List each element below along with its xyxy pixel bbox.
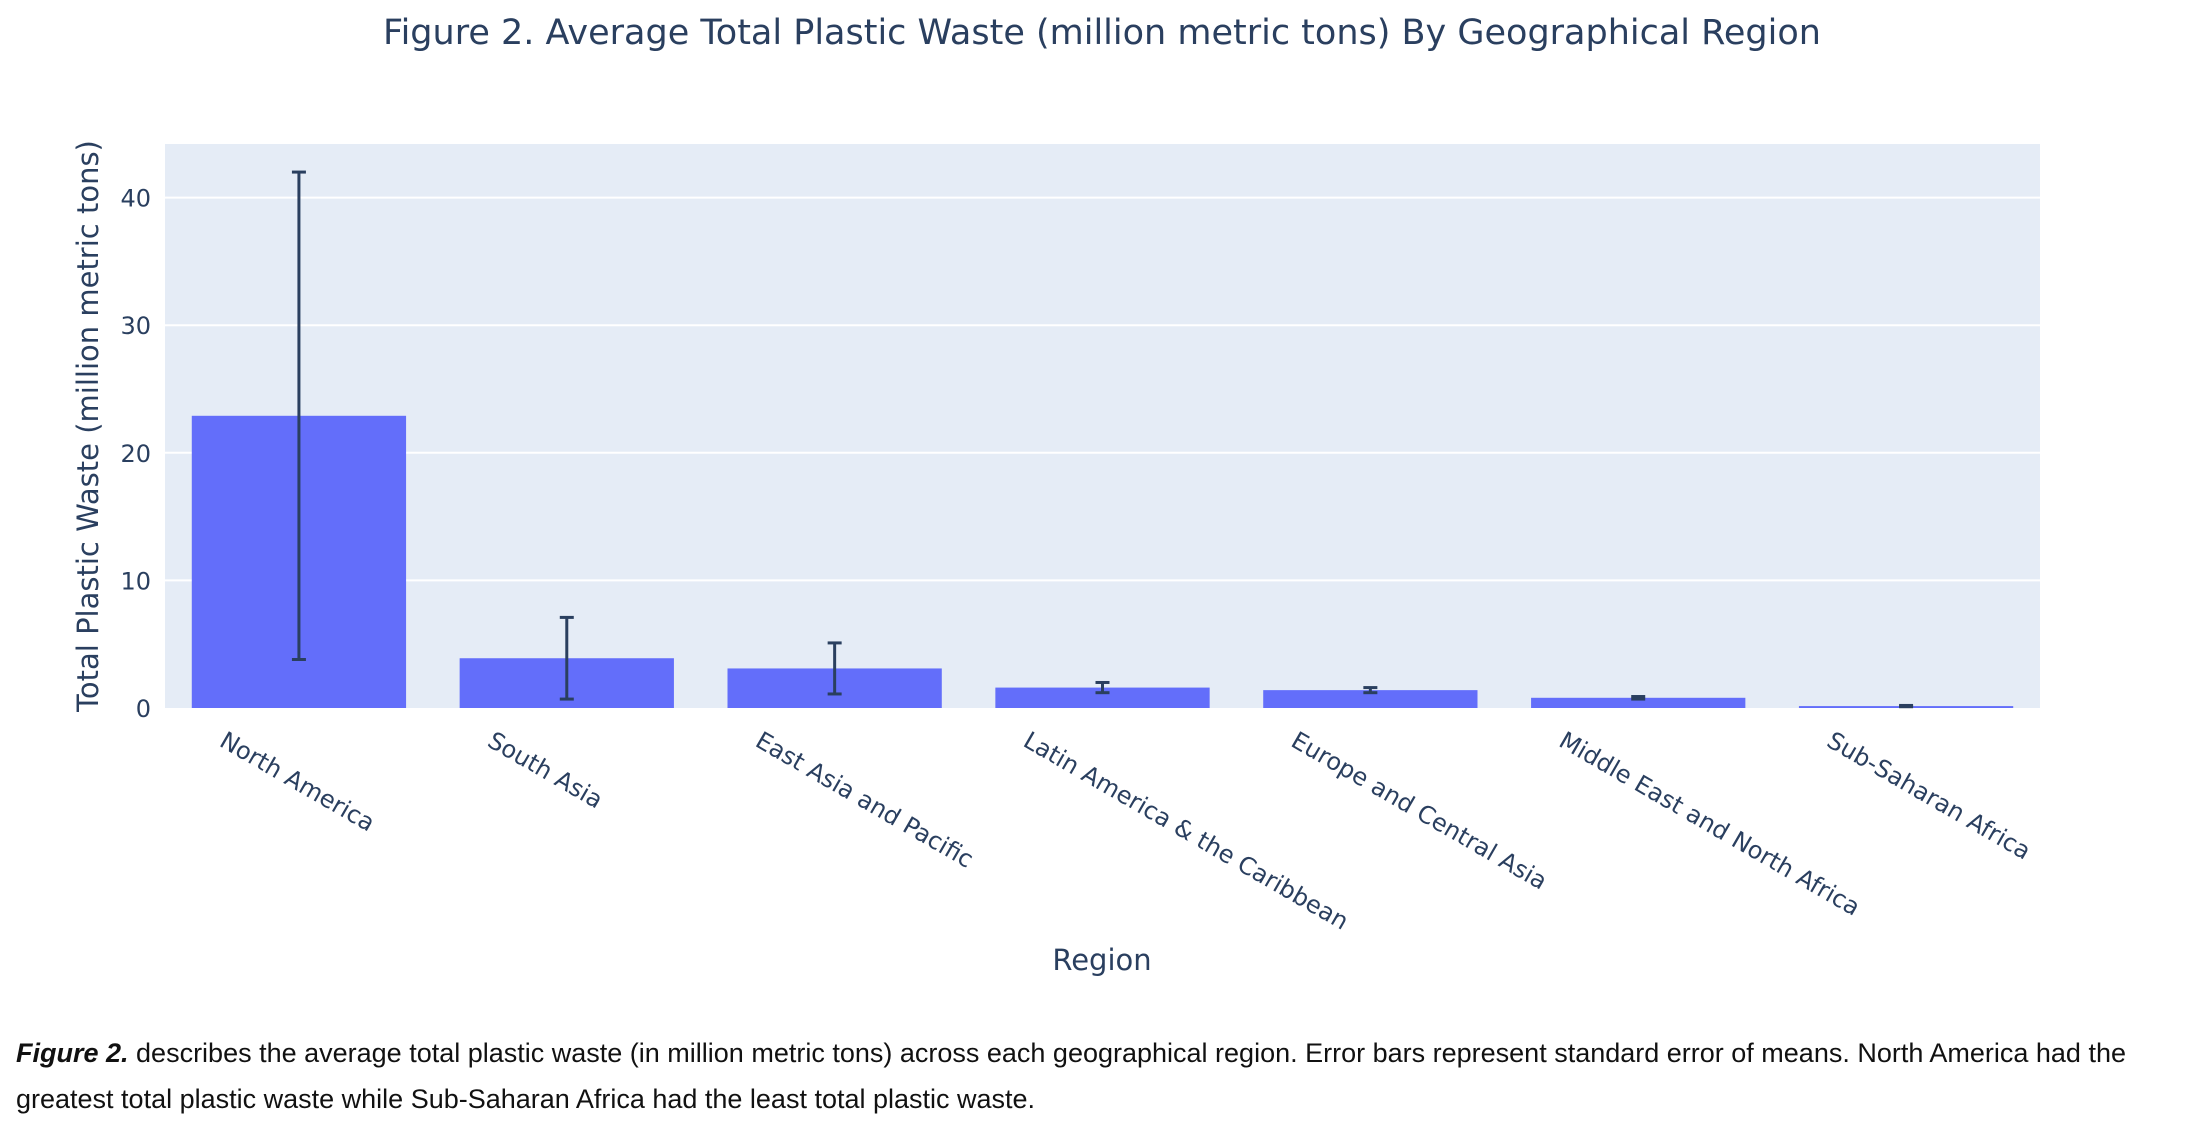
y-tick-label: 10 bbox=[120, 567, 151, 595]
error-bar bbox=[1095, 680, 1110, 695]
x-tick-labels: North America South Asia East Asia and Pac… bbox=[215, 726, 2035, 935]
x-tick-label: South Asia bbox=[483, 726, 608, 814]
y-tick-labels: 0 10 20 30 40 bbox=[120, 185, 151, 723]
error-bar bbox=[827, 641, 842, 696]
plot-background bbox=[165, 144, 2040, 708]
caption-lead: Figure 2. bbox=[16, 1038, 129, 1068]
bar bbox=[995, 687, 1210, 708]
x-axis-title: Region bbox=[1052, 943, 1151, 977]
y-tick-label: 40 bbox=[120, 185, 151, 213]
gridlines bbox=[165, 196, 2040, 582]
error-bars bbox=[291, 170, 1914, 709]
x-tick-label: Sub-Saharan Africa bbox=[1822, 726, 2035, 865]
x-tick-label: Europe and Central Asia bbox=[1287, 726, 1552, 895]
bar-chart: Figure 2. Average Total Plastic Waste (m… bbox=[71, 13, 2040, 977]
y-tick-label: 30 bbox=[120, 312, 151, 340]
error-bar bbox=[1363, 686, 1378, 695]
x-tick-label: East Asia and Pacific bbox=[751, 726, 978, 873]
error-bar bbox=[1899, 703, 1914, 709]
y-tick-label: 20 bbox=[120, 440, 151, 468]
y-axis-title: Total Plastic Waste (million metric tons… bbox=[71, 140, 105, 713]
x-tick-label: North America bbox=[215, 726, 379, 837]
figure-caption: Figure 2. describes the average total pl… bbox=[16, 1030, 2186, 1122]
y-tick-label: 0 bbox=[136, 695, 151, 723]
bar bbox=[1263, 690, 1478, 708]
error-bar bbox=[1631, 695, 1646, 701]
bar bbox=[1531, 697, 1746, 708]
chart-title: Figure 2. Average Total Plastic Waste (m… bbox=[383, 13, 1821, 53]
caption-text: describes the average total plastic wast… bbox=[16, 1038, 2126, 1114]
x-tick-label: Middle East and North Africa bbox=[1554, 726, 1864, 921]
error-bar bbox=[291, 170, 306, 662]
error-bar bbox=[559, 615, 574, 701]
